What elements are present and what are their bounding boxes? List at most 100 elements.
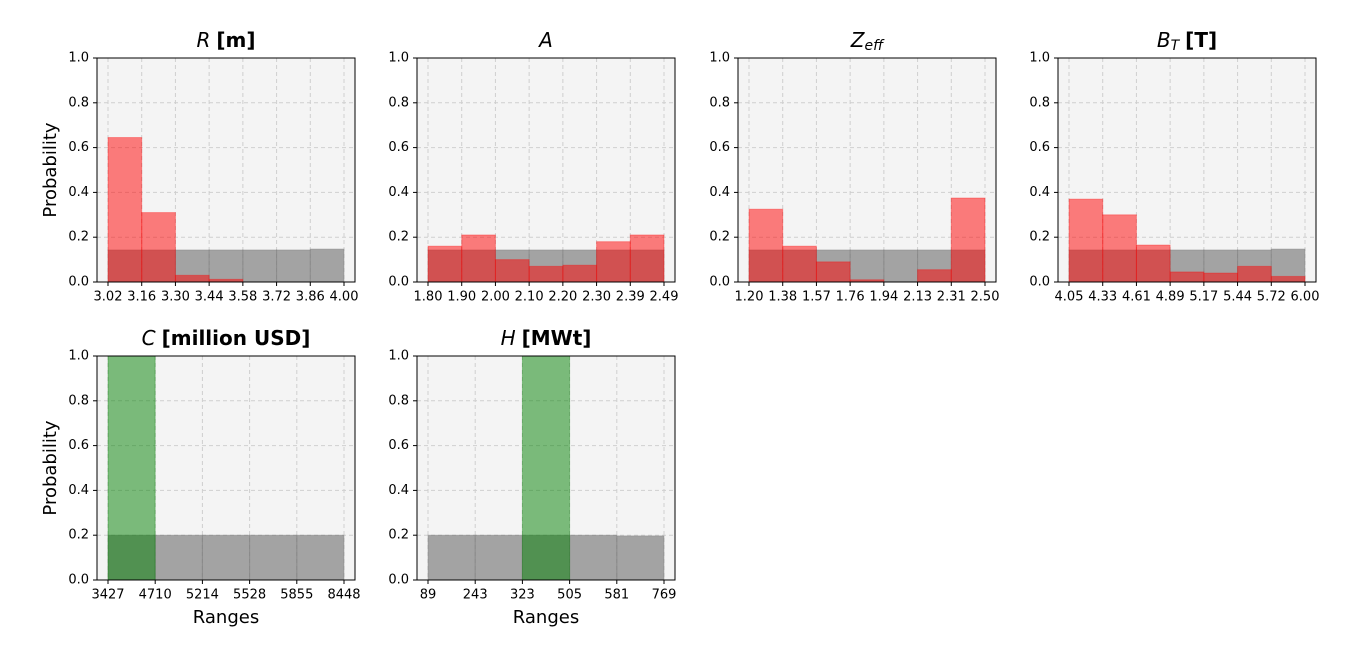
title-symbol: B (1157, 28, 1171, 52)
x-tick-label: 3.72 (262, 290, 291, 305)
y-tick-label: 0.2 (388, 528, 409, 543)
y-tick-label: 0.6 (388, 140, 409, 155)
plot-frame (416, 355, 676, 581)
x-tick-label: 2.50 (971, 290, 1000, 305)
bar (474, 534, 523, 581)
subplot-title: R [m] (196, 28, 255, 52)
x-tick-label: 6.00 (1291, 290, 1320, 305)
x-tick-label: 2.31 (937, 290, 966, 305)
y-tick-label: 0.4 (1029, 185, 1050, 200)
x-tick-label: 1.94 (869, 290, 898, 305)
title-symbol: Z (850, 28, 866, 52)
bar (296, 534, 345, 581)
bar (782, 245, 817, 283)
y-tick-label: 0.6 (68, 438, 89, 453)
y-axis-label: Probability (40, 420, 61, 515)
bar (427, 534, 476, 581)
bar (616, 535, 665, 581)
x-tick-label: 2.10 (515, 290, 544, 305)
y-tick-label: 0.8 (709, 95, 730, 110)
x-tick-label: 1.80 (414, 290, 443, 305)
bar (917, 269, 952, 283)
y-tick-label: 0.0 (388, 275, 409, 290)
bar (562, 264, 598, 283)
y-tick-label: 0.6 (709, 140, 730, 155)
y-tick-label: 0.6 (388, 438, 409, 453)
bar (849, 249, 885, 283)
title-symbol: A (537, 28, 553, 52)
bar (174, 274, 210, 283)
x-tick-label: 3427 (91, 588, 124, 603)
x-tick-label: 1.76 (836, 290, 865, 305)
bar (569, 534, 618, 581)
bar (1203, 272, 1239, 283)
x-axis-label: Ranges (193, 607, 259, 628)
y-tick-label: 0.0 (709, 275, 730, 290)
x-tick-label: 323 (510, 588, 535, 603)
plot-frame (96, 57, 356, 283)
x-tick-label: 3.58 (228, 290, 257, 305)
x-tick-label: 2.39 (616, 290, 645, 305)
bar (154, 534, 203, 581)
y-tick-label: 0.0 (68, 275, 89, 290)
y-tick-label: 0.2 (1029, 230, 1050, 245)
bar (1169, 271, 1205, 283)
y-tick-label: 0.8 (388, 95, 409, 110)
x-tick-label: 8448 (327, 588, 360, 603)
x-tick-label: 1.57 (802, 290, 831, 305)
y-tick-label: 0.8 (68, 393, 89, 408)
x-tick-label: 3.44 (195, 290, 224, 305)
subplot-title: BT [T] (1157, 28, 1217, 55)
bar (883, 249, 919, 283)
bar (1237, 265, 1272, 283)
y-tick-label: 0.4 (388, 185, 409, 200)
y-tick-label: 1.0 (1029, 51, 1050, 66)
x-tick-label: 89 (420, 588, 437, 603)
bar (1102, 214, 1137, 283)
title-symbol: C (142, 326, 156, 350)
y-tick-label: 0.8 (1029, 95, 1050, 110)
x-tick-label: 4.61 (1122, 290, 1151, 305)
y-tick-label: 0.4 (68, 483, 89, 498)
subplot-title: Zeff (850, 28, 885, 55)
y-tick-label: 1.0 (388, 349, 409, 364)
subplot-title: A (537, 28, 553, 52)
y-tick-label: 0.6 (68, 140, 89, 155)
x-tick-label: 5.44 (1223, 290, 1252, 305)
x-tick-label: 4.89 (1156, 290, 1185, 305)
bar (107, 137, 143, 283)
y-axis-label: Probability (40, 122, 61, 217)
bar (1270, 275, 1306, 283)
y-tick-label: 0.8 (68, 95, 89, 110)
x-tick-label: 4.05 (1055, 290, 1084, 305)
y-tick-label: 1.0 (68, 349, 89, 364)
plot-frame (96, 355, 356, 581)
bar (276, 249, 311, 283)
y-tick-label: 0.4 (709, 185, 730, 200)
y-tick-label: 0.6 (1029, 140, 1050, 155)
y-tick-label: 0.4 (388, 483, 409, 498)
bar (528, 265, 564, 283)
bar (815, 261, 851, 283)
title-unit: [T] (1185, 28, 1217, 52)
x-tick-label: 5528 (233, 588, 266, 603)
plot-frame (1057, 57, 1317, 283)
title-symbol: R (196, 28, 210, 52)
bar (141, 212, 176, 283)
bar (461, 234, 496, 283)
x-tick-label: 5855 (280, 588, 313, 603)
y-tick-label: 0.0 (1029, 275, 1050, 290)
x-tick-label: 4710 (139, 588, 172, 603)
x-tick-label: 2.30 (582, 290, 611, 305)
bar (748, 208, 784, 283)
x-tick-label: 3.30 (161, 290, 190, 305)
y-tick-label: 0.2 (68, 528, 89, 543)
title-unit: [MWt] (522, 326, 592, 350)
bar (249, 534, 298, 581)
title-symbol: H (501, 326, 516, 350)
y-tick-label: 0.2 (388, 230, 409, 245)
x-tick-label: 5.72 (1257, 290, 1286, 305)
bar (309, 248, 345, 283)
bar (107, 355, 156, 581)
title-unit: [million USD] (162, 326, 311, 350)
